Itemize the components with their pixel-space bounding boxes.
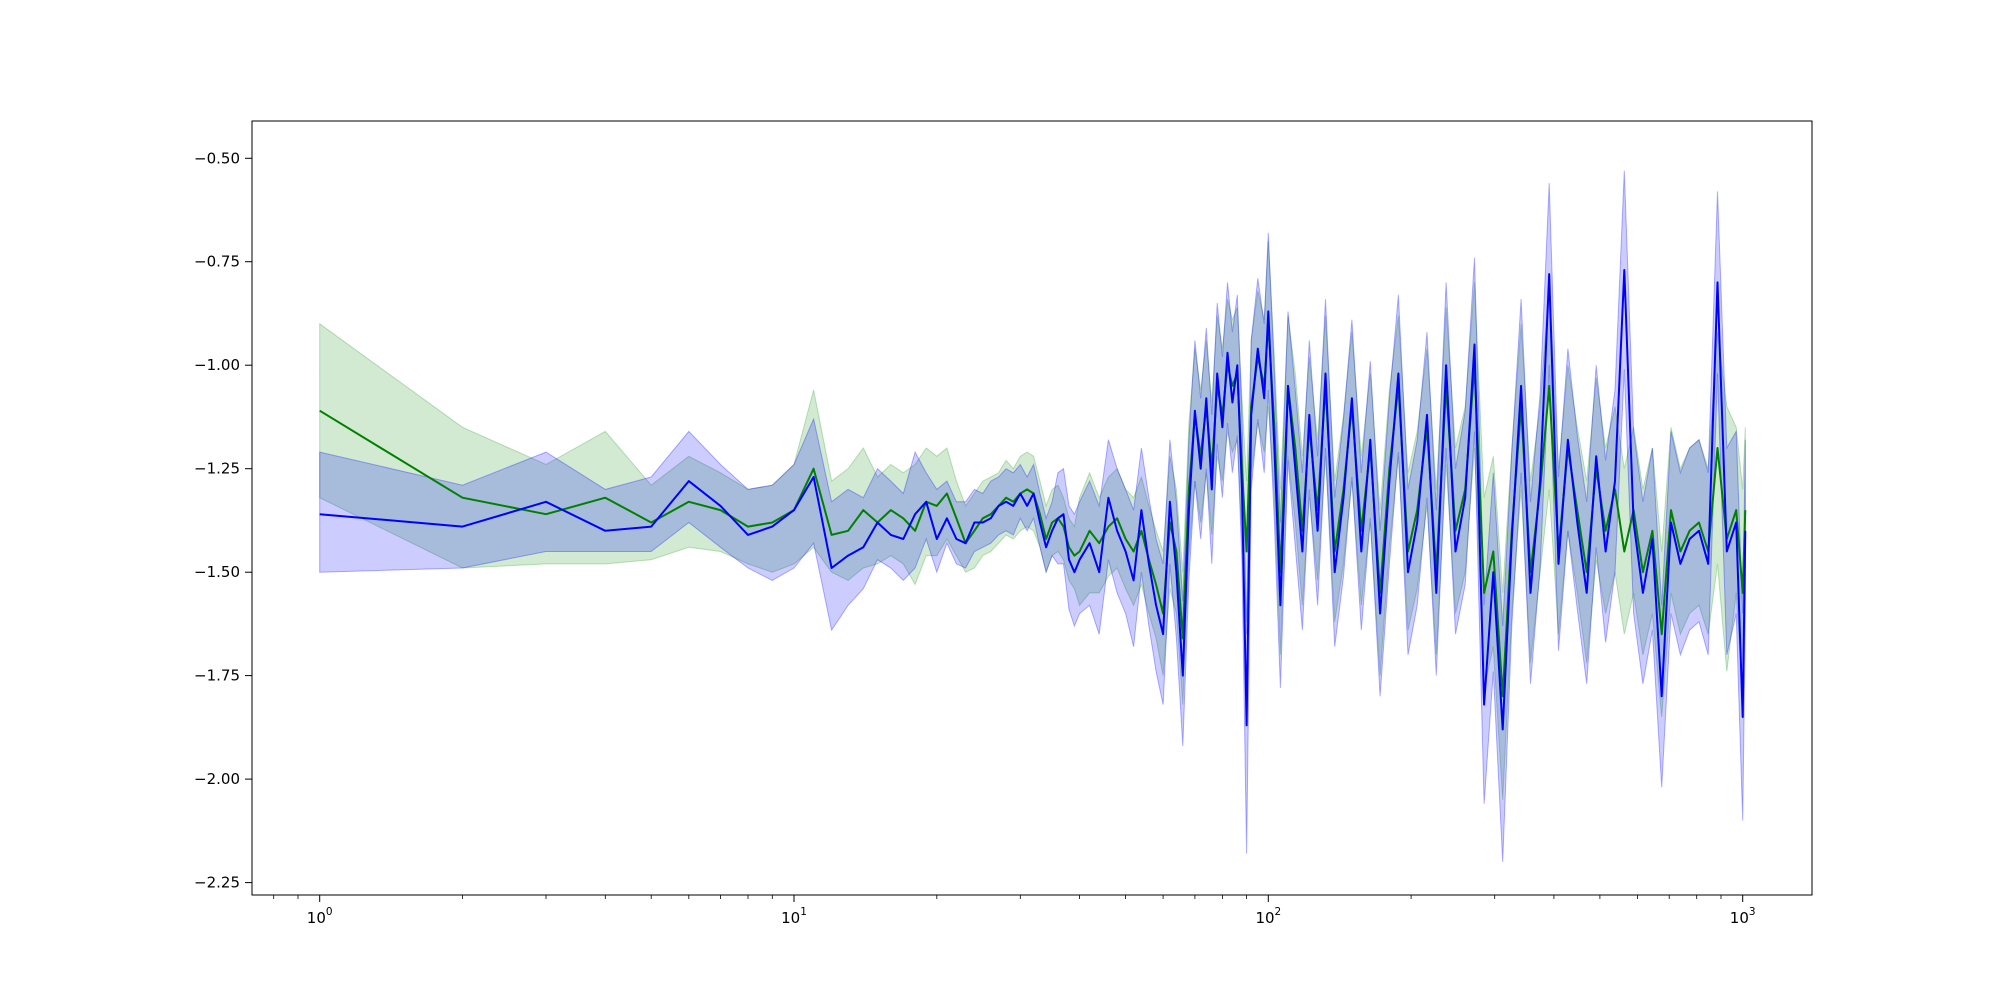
plot-frame (251, 120, 1813, 896)
y-tick-label: −0.75 (194, 253, 240, 271)
series-2-line (319, 269, 1747, 731)
y-tick-label: −2.00 (194, 770, 240, 788)
x-axis: 100 101 102 103 (273, 895, 1756, 927)
x-tick-label: 100 (307, 906, 333, 927)
series-lines (319, 269, 1747, 731)
y-axis: −0.50 −0.75 −1.00 −1.25 −1.50 −1.75 −2.00 −2.25 (194, 149, 252, 892)
y-tick-label: −1.50 (194, 563, 240, 581)
y-tick-label: −1.25 (194, 460, 240, 478)
x-tick-label: 103 (1730, 906, 1756, 927)
y-tick-label: −1.75 (194, 667, 240, 685)
y-tick-label: −0.50 (194, 149, 240, 167)
x-tick-label: 102 (1255, 906, 1281, 927)
y-tick-label: −1.00 (194, 356, 240, 374)
y-tick-label: −2.25 (194, 874, 240, 892)
x-tick-label: 101 (781, 906, 807, 927)
series-2-band (319, 170, 1746, 862)
